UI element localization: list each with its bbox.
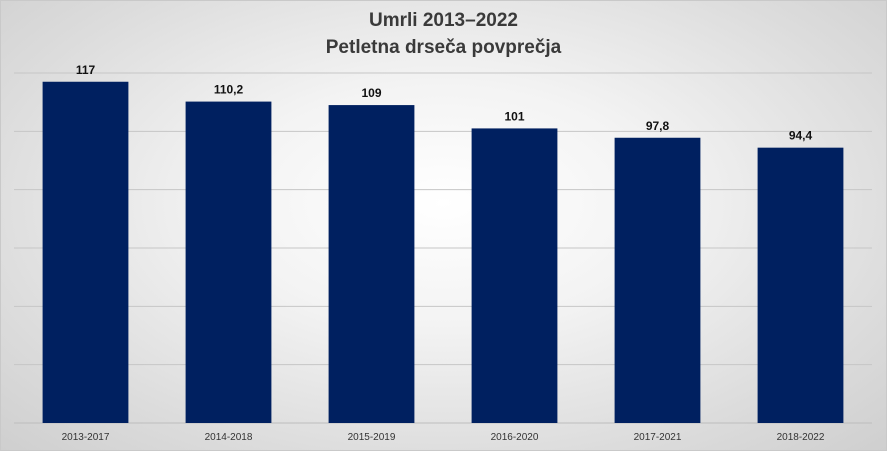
bar <box>757 147 844 423</box>
bar <box>614 137 701 423</box>
bar <box>185 101 272 423</box>
x-tick-label: 2017-2021 <box>634 432 682 443</box>
x-tick-label: 2016-2020 <box>491 432 539 443</box>
data-label: 101 <box>504 109 524 123</box>
data-label: 109 <box>361 86 381 100</box>
bar <box>328 105 415 423</box>
x-tick-label: 2013-2017 <box>62 432 110 443</box>
data-label: 110,2 <box>214 83 244 97</box>
chart-subtitle: Petletna drseča povprečja <box>325 37 562 58</box>
x-tick-label: 2018-2022 <box>777 432 825 443</box>
x-tick-label: 2015-2019 <box>348 432 396 443</box>
data-label: 117 <box>76 63 96 77</box>
bar <box>42 81 129 423</box>
data-label: 94,4 <box>789 129 813 143</box>
x-tick-label: 2014-2018 <box>205 432 253 443</box>
bar <box>471 128 558 423</box>
chart-title: Umrli 2013–2022 <box>369 10 518 31</box>
data-label: 97,8 <box>646 119 670 133</box>
